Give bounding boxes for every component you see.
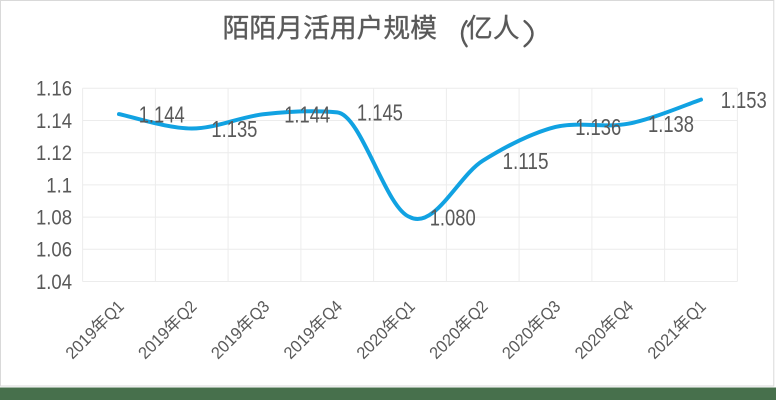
svg-text:1.1: 1.1 (46, 173, 72, 197)
svg-text:1.136: 1.136 (575, 114, 621, 140)
svg-text:1.16: 1.16 (36, 77, 72, 101)
svg-text:1.144: 1.144 (139, 101, 185, 127)
svg-text:1.06: 1.06 (36, 238, 72, 262)
svg-text:1.04: 1.04 (36, 270, 72, 294)
svg-text:1.135: 1.135 (211, 116, 257, 142)
svg-text:1.144: 1.144 (284, 101, 330, 127)
svg-text:1.080: 1.080 (430, 204, 476, 230)
svg-text:1.08: 1.08 (36, 206, 72, 230)
svg-text:1.115: 1.115 (503, 148, 549, 174)
svg-text:1.12: 1.12 (36, 141, 72, 165)
svg-text:1.153: 1.153 (721, 87, 767, 113)
svg-text:1.145: 1.145 (357, 100, 403, 126)
svg-text:1.14: 1.14 (36, 109, 72, 133)
svg-text:1.138: 1.138 (648, 111, 694, 137)
